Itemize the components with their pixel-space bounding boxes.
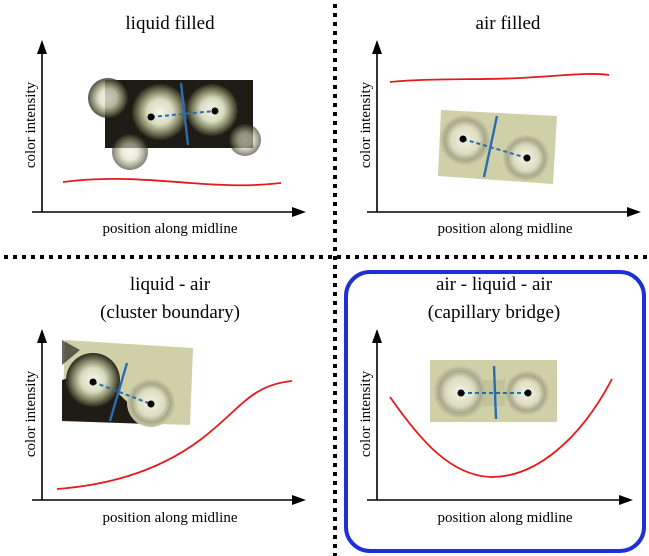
particle-center <box>147 400 155 408</box>
particle-center <box>459 135 467 143</box>
x-axis-arrow <box>292 495 306 505</box>
midline-segment <box>492 365 498 420</box>
intensity-curve <box>56 380 293 490</box>
panel-title-line-2: (capillary bridge) <box>428 302 560 323</box>
particle-center <box>211 107 219 115</box>
panel-title-line-1: air - liquid - air <box>436 274 553 295</box>
panel-title: liquid filled <box>125 13 215 34</box>
midline-segment <box>179 82 190 146</box>
particle-image-liquid <box>88 78 261 170</box>
particle-image-boundary <box>62 340 193 427</box>
highlight-frame <box>344 270 646 553</box>
panel-liquid-air: liquid - air (cluster boundary) color in… <box>23 274 306 526</box>
y-axis-label: color intensity <box>23 370 39 457</box>
center-connector <box>150 110 216 118</box>
particle-center <box>524 389 532 397</box>
x-axis-arrow <box>627 207 641 217</box>
intensity-curve <box>389 73 610 83</box>
intensity-curve <box>62 178 282 187</box>
particle-center <box>89 378 97 386</box>
panel-air-liquid-air: air - liquid - air (capillary bridge) co… <box>358 274 633 526</box>
y-axis-arrow <box>372 329 382 343</box>
y-axis-arrow <box>372 40 382 54</box>
x-axis-arrow <box>619 495 633 505</box>
x-axis-label: position along midline <box>438 221 573 237</box>
y-axis-arrow <box>37 40 47 54</box>
x-axis-label: position along midline <box>103 221 238 237</box>
panel-liquid-filled: liquid filled color intensity position a… <box>23 13 306 237</box>
midline-segment <box>108 362 129 422</box>
center-connector <box>92 381 152 405</box>
panel-title-line-1: liquid - air <box>130 274 211 295</box>
particle-image-bridge <box>430 360 557 422</box>
y-axis-arrow <box>37 329 47 343</box>
particle-center <box>147 113 155 121</box>
panel-title: air filled <box>476 13 541 34</box>
panel-title-line-2: (cluster boundary) <box>100 302 240 323</box>
x-axis-label: position along midline <box>438 510 573 526</box>
y-axis-label: color intensity <box>358 81 374 168</box>
y-axis-label: color intensity <box>358 370 374 457</box>
particle-center <box>523 154 531 162</box>
y-axis-label: color intensity <box>23 81 39 168</box>
panel-air-filled: air filled color intensity position alon… <box>358 13 641 237</box>
x-axis-arrow <box>292 207 306 217</box>
particle-image-air <box>438 110 557 184</box>
particle-center <box>457 389 465 397</box>
x-axis-label: position along midline <box>103 510 238 526</box>
intensity-curve <box>389 378 613 478</box>
